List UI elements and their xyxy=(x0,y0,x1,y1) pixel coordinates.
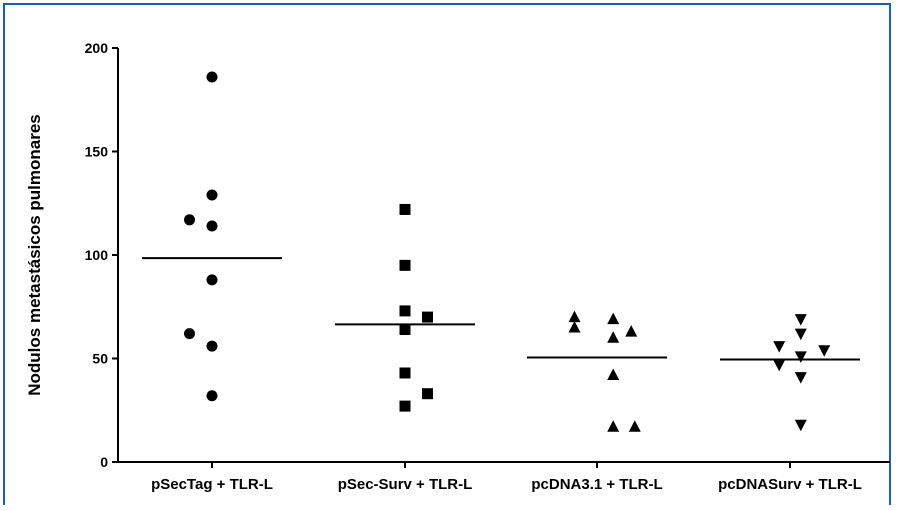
data-point-circle xyxy=(184,214,195,226)
y-tick-label: 200 xyxy=(85,40,109,56)
y-tick-label: 150 xyxy=(85,144,109,160)
x-tick-label: pSec-Surv + TLR-L xyxy=(338,476,473,493)
data-point-triangle-down xyxy=(794,314,807,326)
data-point-circle xyxy=(206,189,218,201)
data-point-triangle-down xyxy=(773,359,786,372)
data-point-triangle-up xyxy=(628,420,641,432)
y-axis-title: Nodulos metastásicos pulmonares xyxy=(25,114,44,396)
data-point-circle xyxy=(206,390,218,402)
data-point-square xyxy=(399,305,411,317)
data-point-triangle-up xyxy=(607,312,620,325)
x-tick-label: pSecTag + TLR-L xyxy=(151,476,273,493)
data-point-circle xyxy=(206,340,218,352)
data-point-square xyxy=(399,400,411,412)
data-point-triangle-up xyxy=(625,325,638,337)
data-point-square xyxy=(422,388,433,400)
data-point-triangle-down xyxy=(794,328,807,341)
data-point-square xyxy=(399,367,411,379)
data-point-triangle-up xyxy=(607,368,620,381)
data-point-triangle-down xyxy=(794,419,807,432)
data-point-circle xyxy=(206,274,218,286)
data-point-circle xyxy=(184,328,195,340)
data-point-square xyxy=(399,203,411,215)
data-point-triangle-up xyxy=(568,310,581,323)
y-tick-label: 50 xyxy=(92,351,108,367)
x-tick-label: pcDNASurv + TLR-L xyxy=(718,476,862,493)
data-point-circle xyxy=(206,220,218,232)
data-point-square xyxy=(422,311,433,323)
data-point-circle xyxy=(206,71,218,83)
data-point-triangle-down xyxy=(794,372,807,384)
data-point-triangle-down xyxy=(794,351,807,363)
data-point-square xyxy=(399,324,411,336)
data-point-square xyxy=(399,259,411,271)
data-point-triangle-down xyxy=(773,341,786,353)
data-point-triangle-up xyxy=(607,331,620,343)
y-tick-label: 100 xyxy=(85,247,109,263)
data-point-triangle-up xyxy=(607,420,620,432)
data-point-triangle-down xyxy=(818,345,831,357)
chart-frame xyxy=(3,3,891,505)
y-tick-label: 0 xyxy=(100,454,108,470)
data-point-triangle-up xyxy=(568,320,581,333)
plot-area: 0 50 100 150 200 pSecTag + TLR-L pSec-Surv + T… xyxy=(85,40,890,493)
x-tick-label: pcDNA3.1 + TLR-L xyxy=(531,476,662,493)
